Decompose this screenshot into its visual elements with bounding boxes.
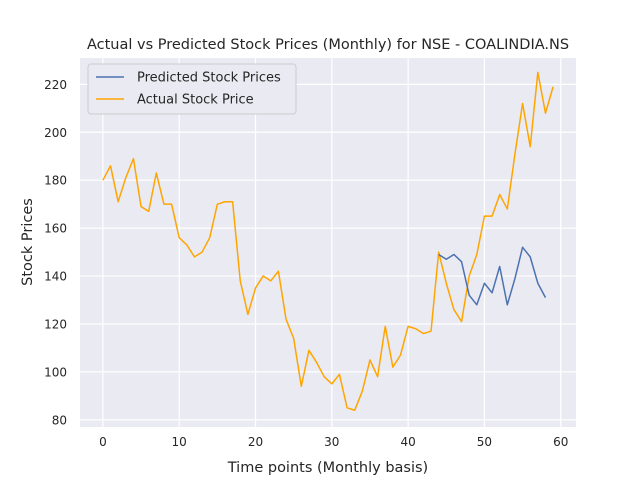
x-tick-label: 50 <box>477 435 492 449</box>
y-tick-label: 120 <box>44 317 67 331</box>
x-tick-label: 60 <box>553 435 568 449</box>
x-tick-label: 40 <box>400 435 415 449</box>
grid-lines <box>80 58 576 427</box>
chart-title: Actual vs Predicted Stock Prices (Monthl… <box>87 37 569 53</box>
legend-label: Predicted Stock Prices <box>137 71 281 86</box>
legend: Predicted Stock Prices Actual Stock Price <box>87 63 297 115</box>
series-line-actual <box>102 71 554 411</box>
y-tick-label: 140 <box>44 270 67 284</box>
series-lines <box>102 71 554 411</box>
y-tick-label: 200 <box>44 126 67 140</box>
y-tick-label: 220 <box>44 78 67 92</box>
y-axis-label: Stock Prices <box>20 198 36 286</box>
y-tick-label: 80 <box>52 413 67 427</box>
x-axis-ticks: 0 10 20 30 40 50 60 <box>99 435 568 449</box>
legend-label: Actual Stock Price <box>137 93 254 108</box>
y-tick-label: 160 <box>44 222 67 236</box>
x-tick-label: 20 <box>248 435 263 449</box>
plot-area <box>80 58 576 427</box>
y-axis-ticks: 80 100 120 140 160 180 200 220 <box>44 78 67 427</box>
x-tick-label: 10 <box>172 435 187 449</box>
x-tick-label: 0 <box>99 435 107 449</box>
x-axis-label: Time points (Monthly basis) <box>227 460 428 476</box>
series-line-predicted <box>438 246 547 306</box>
legend-box <box>87 63 297 115</box>
x-tick-label: 30 <box>324 435 339 449</box>
y-tick-label: 180 <box>44 174 67 188</box>
y-tick-label: 100 <box>44 365 67 379</box>
